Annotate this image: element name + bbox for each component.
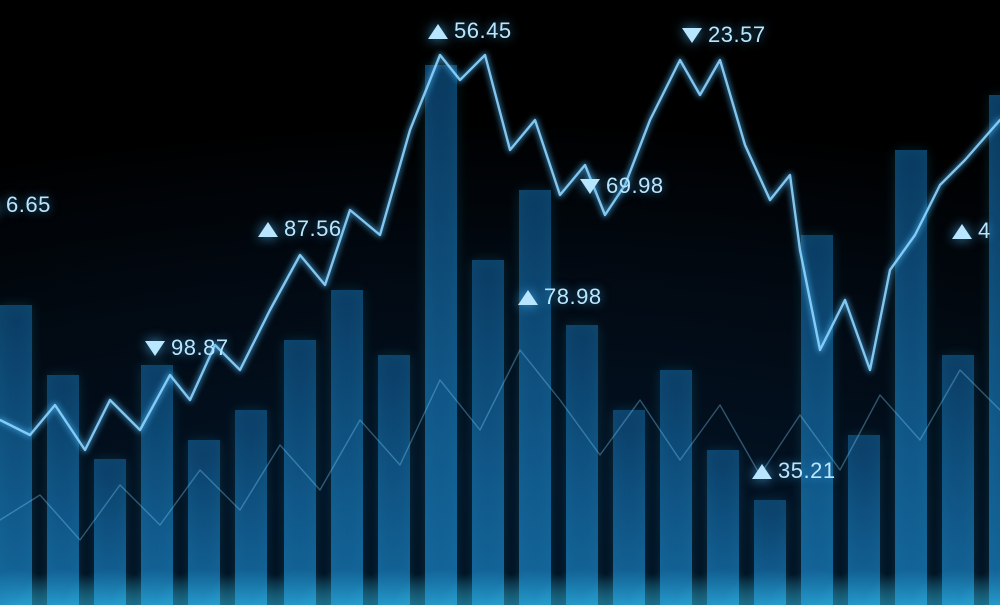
bar (331, 290, 363, 605)
triangle-down-icon (682, 28, 702, 43)
bar (235, 410, 267, 605)
price-value: 69.98 (606, 173, 664, 199)
bar (94, 459, 126, 605)
price-value: 23.57 (708, 22, 766, 48)
triangle-up-icon (428, 24, 448, 39)
price-label: 56.45 (428, 18, 512, 44)
bar (472, 260, 504, 605)
bar (989, 95, 1000, 605)
price-label: 4 (952, 218, 991, 244)
triangle-up-icon (518, 290, 538, 305)
bar (895, 150, 927, 605)
triangle-down-icon (145, 341, 165, 356)
price-label: 98.87 (145, 335, 229, 361)
price-value: 56.45 (454, 18, 512, 44)
triangle-up-icon (752, 464, 772, 479)
price-label: 6.65 (0, 192, 51, 218)
price-value: 4 (978, 218, 991, 244)
bar (284, 340, 316, 605)
bar (801, 235, 833, 605)
bar (613, 410, 645, 605)
bar (707, 450, 739, 605)
price-value: 98.87 (171, 335, 229, 361)
triangle-up-icon (258, 222, 278, 237)
bar (378, 355, 410, 605)
price-value: 78.98 (544, 284, 602, 310)
bar (660, 370, 692, 605)
bar (425, 65, 457, 605)
bar (566, 325, 598, 605)
bar (0, 305, 32, 605)
bar (188, 440, 220, 605)
triangle-down-icon (580, 179, 600, 194)
bar (519, 190, 551, 605)
price-value: 35.21 (778, 458, 836, 484)
bar (848, 435, 880, 605)
bar (942, 355, 974, 605)
bar (754, 500, 786, 605)
price-value: 87.56 (284, 216, 342, 242)
price-label: 69.98 (580, 173, 664, 199)
bar (141, 365, 173, 605)
stock-chart: 6.65 98.87 87.56 56.45 78.98 69.98 23.57 35.21 4 (0, 0, 1000, 605)
bar (47, 375, 79, 605)
price-label: 23.57 (682, 22, 766, 48)
price-label: 35.21 (752, 458, 836, 484)
triangle-up-icon (952, 224, 972, 239)
price-label: 78.98 (518, 284, 602, 310)
price-label: 87.56 (258, 216, 342, 242)
price-value: 6.65 (6, 192, 51, 218)
